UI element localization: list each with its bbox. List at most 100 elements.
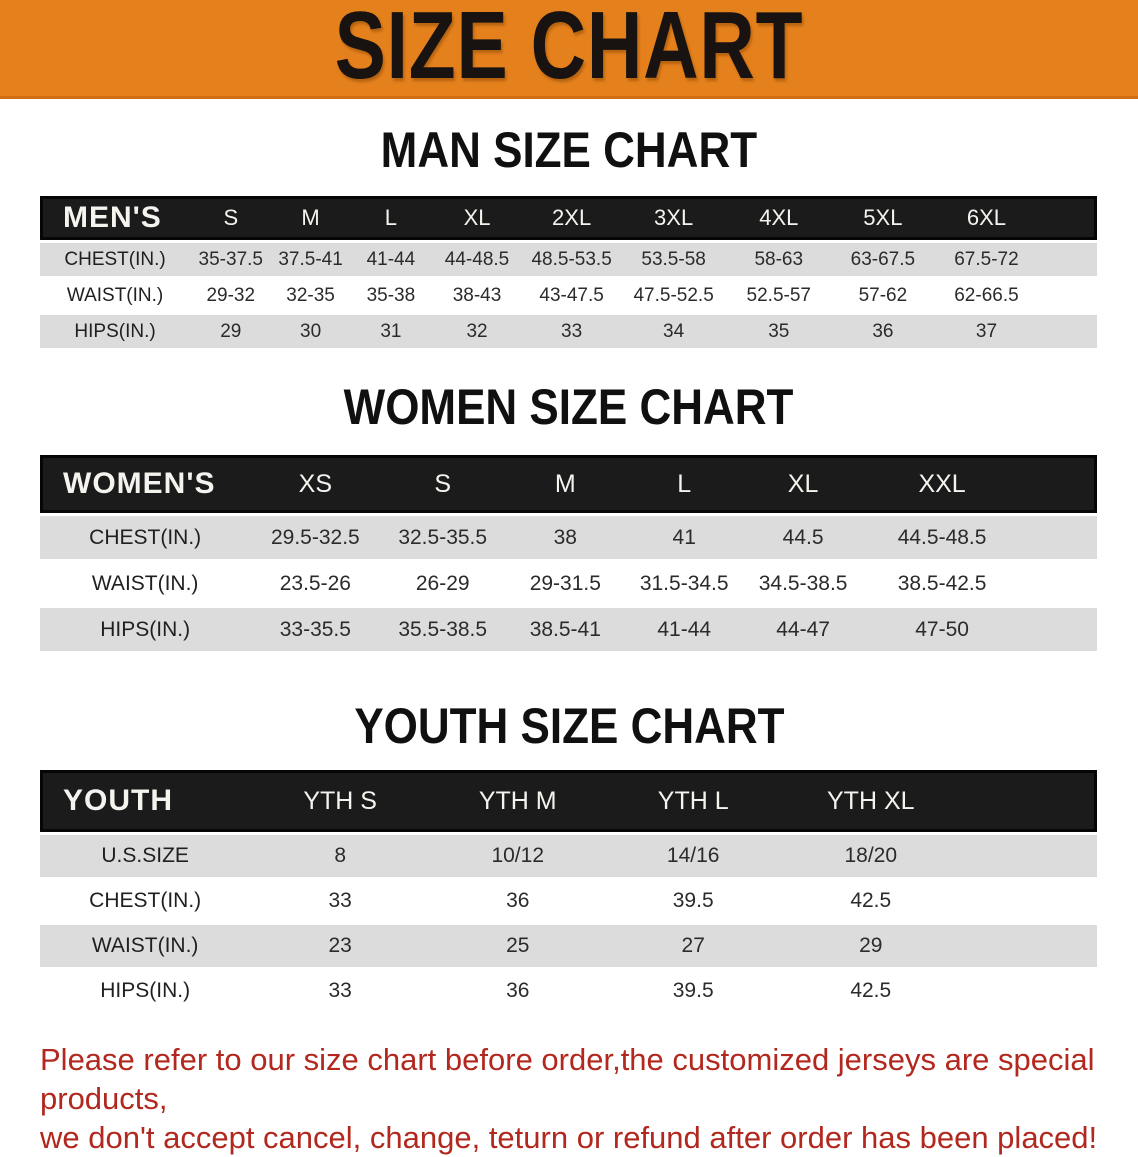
table-cell: 34.5-38.5: [742, 559, 864, 605]
table-cell: 32-35: [271, 276, 350, 312]
table-row: U.S.SIZE 8 10/12 14/16 18/20: [40, 832, 1097, 877]
table-row: CHEST(IN.) 29.5-32.5 32.5-35.5 38 41 44.5 44.5…: [40, 513, 1097, 559]
table-cell: 36: [831, 312, 935, 348]
column-header: XXL: [863, 455, 1021, 513]
column-header: YTH XL: [780, 770, 961, 832]
table-cell: 43-47.5: [521, 276, 622, 312]
men-size-table: MEN'S S M L XL 2XL 3XL 4XL 5XL 6XL CHEST(IN.) 35-37…: [40, 196, 1097, 348]
spacer-cell: [960, 832, 1097, 877]
table-cell: 29: [190, 312, 272, 348]
table-cell: 29.5-32.5: [250, 513, 381, 559]
table-cell: 33: [250, 967, 431, 1012]
row-label-cell: HIPS(IN.): [40, 605, 251, 651]
table-cell: 35: [725, 312, 832, 348]
table-cell: 14/16: [605, 832, 781, 877]
table-row: WAIST(IN.) 23.5-26 26-29 29-31.5 31.5-34.5 34…: [40, 559, 1097, 605]
column-header: XS: [250, 455, 381, 513]
table-cell: 53.5-58: [621, 240, 726, 276]
table-cell: 25: [430, 922, 606, 967]
table-cell: 33: [250, 877, 431, 922]
table-row: CHEST(IN.) 35-37.5 37.5-41 41-44 44-48.5 48.5…: [40, 240, 1097, 276]
women-section-heading: WOMEN SIZE CHART: [0, 382, 1138, 432]
row-label-cell: CHEST(IN.): [40, 877, 251, 922]
column-header: M: [271, 196, 350, 240]
table-cell: 33-35.5: [250, 605, 381, 651]
men-section-heading: MAN SIZE CHART: [0, 125, 1138, 175]
youth-section-heading: YOUTH SIZE CHART: [0, 701, 1138, 751]
table-cell: 44-47: [742, 605, 864, 651]
row-label-cell: WAIST(IN.): [40, 559, 251, 605]
disclaimer-line-1: Please refer to our size chart before or…: [40, 1042, 1095, 1116]
row-label-cell: CHEST(IN.): [40, 240, 191, 276]
spacer-cell: [1020, 559, 1097, 605]
table-cell: 62-66.5: [934, 276, 1039, 312]
table-cell: 41: [625, 513, 743, 559]
column-header: XL: [742, 455, 864, 513]
spacer-cell: [1038, 240, 1097, 276]
table-cell: 38.5-42.5: [863, 559, 1021, 605]
table-row: WAIST(IN.) 29-32 32-35 35-38 38-43 43-47.5 47.…: [40, 276, 1097, 312]
table-title-cell: YOUTH: [40, 770, 251, 832]
spacer-cell: [960, 922, 1097, 967]
column-header: S: [190, 196, 272, 240]
table-cell: 36: [430, 967, 606, 1012]
table-cell: 38-43: [432, 276, 522, 312]
table-cell: 47.5-52.5: [621, 276, 726, 312]
column-header: YTH M: [430, 770, 606, 832]
table-cell: 37: [934, 312, 1039, 348]
table-row: HIPS(IN.) 33 36 39.5 42.5: [40, 967, 1097, 1012]
table-row: HIPS(IN.) 29 30 31 32 33 34 35 36 37: [40, 312, 1097, 348]
column-header: 4XL: [725, 196, 832, 240]
table-cell: 37.5-41: [271, 240, 350, 276]
table-row: HIPS(IN.) 33-35.5 35.5-38.5 38.5-41 41-44 44-…: [40, 605, 1097, 651]
spacer-cell: [1020, 605, 1097, 651]
table-cell: 34: [621, 312, 726, 348]
table-cell: 29-32: [190, 276, 272, 312]
column-header: 3XL: [621, 196, 726, 240]
column-header: 6XL: [934, 196, 1039, 240]
table-title-cell: WOMEN'S: [40, 455, 251, 513]
table-cell: 30: [271, 312, 350, 348]
table-title-cell: MEN'S: [40, 196, 191, 240]
row-label-cell: HIPS(IN.): [40, 967, 251, 1012]
table-cell: 47-50: [863, 605, 1021, 651]
row-label-cell: HIPS(IN.): [40, 312, 191, 348]
column-header: M: [505, 455, 626, 513]
spacer-cell: [960, 770, 1097, 832]
spacer-cell: [1038, 276, 1097, 312]
disclaimer-text: Please refer to our size chart before or…: [40, 1040, 1118, 1157]
table-cell: 35.5-38.5: [380, 605, 506, 651]
table-cell: 57-62: [831, 276, 935, 312]
column-header: 5XL: [831, 196, 935, 240]
table-cell: 27: [605, 922, 781, 967]
table-cell: 31: [349, 312, 433, 348]
spacer-cell: [1038, 312, 1097, 348]
table-cell: 38.5-41: [505, 605, 626, 651]
table-cell: 58-63: [725, 240, 832, 276]
table-cell: 10/12: [430, 832, 606, 877]
spacer-cell: [1038, 196, 1097, 240]
table-header-row: YOUTH YTH S YTH M YTH L YTH XL: [40, 770, 1097, 832]
youth-heading-text: YOUTH SIZE CHART: [353, 698, 785, 754]
column-header: L: [625, 455, 743, 513]
table-cell: 29-31.5: [505, 559, 626, 605]
spacer-cell: [1020, 455, 1097, 513]
table-row: WAIST(IN.) 23 25 27 29: [40, 922, 1097, 967]
column-header: YTH S: [250, 770, 431, 832]
women-heading-text: WOMEN SIZE CHART: [344, 379, 794, 435]
table-cell: 33: [521, 312, 622, 348]
column-header: XL: [432, 196, 522, 240]
table-cell: 31.5-34.5: [625, 559, 743, 605]
table-cell: 41-44: [625, 605, 743, 651]
table-cell: 42.5: [780, 877, 961, 922]
youth-size-table: YOUTH YTH S YTH M YTH L YTH XL U.S.SIZE 8 10/12…: [40, 770, 1097, 1012]
column-header: L: [349, 196, 433, 240]
table-cell: 44-48.5: [432, 240, 522, 276]
spacer-cell: [960, 877, 1097, 922]
table-cell: 44.5-48.5: [863, 513, 1021, 559]
table-cell: 63-67.5: [831, 240, 935, 276]
table-cell: 39.5: [605, 967, 781, 1012]
table-header-row: MEN'S S M L XL 2XL 3XL 4XL 5XL 6XL: [40, 196, 1097, 240]
table-cell: 18/20: [780, 832, 961, 877]
table-cell: 35-37.5: [190, 240, 272, 276]
